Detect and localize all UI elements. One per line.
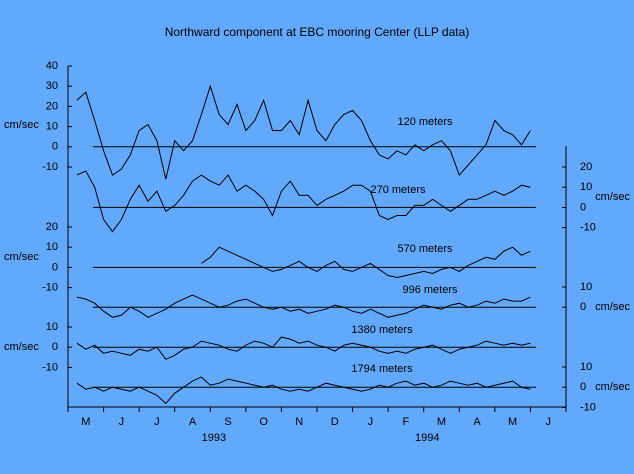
year-label: 1993 (202, 432, 226, 444)
x-tick-label: M (437, 416, 446, 428)
x-tick-label: O (259, 416, 268, 428)
y-tick-label: 30 (46, 80, 58, 92)
y-tick-label: 10 (580, 181, 592, 193)
y-axis-label: cm/sec (595, 381, 630, 393)
y-tick-label: 0 (52, 141, 58, 153)
y-tick-label: 0 (580, 381, 586, 393)
y-tick-label: 20 (580, 161, 592, 173)
y-axis-label: cm/sec (4, 119, 39, 131)
series-line (76, 376, 531, 405)
series-line (76, 294, 531, 318)
series-label: 270 meters (370, 184, 426, 196)
x-tick-label: J (368, 416, 374, 428)
x-tick-label: M (508, 416, 517, 428)
series-label: 1380 meters (351, 324, 413, 336)
x-tick-label: A (473, 416, 481, 428)
x-tick-label: S (224, 416, 231, 428)
x-tick-label: A (189, 416, 197, 428)
y-tick-label: 10 (46, 121, 58, 133)
chart-title: Northward component at EBC mooring Cente… (165, 25, 470, 39)
series-label: 570 meters (397, 243, 453, 255)
y-tick-label: -10 (580, 401, 596, 413)
y-tick-label: -10 (42, 361, 58, 373)
y-axis-label: cm/sec (4, 251, 39, 263)
x-tick-label: D (331, 416, 339, 428)
x-tick-label: M (81, 416, 90, 428)
y-tick-label: 0 (580, 201, 586, 213)
series-line (76, 336, 531, 360)
y-axis-label: cm/sec (595, 191, 630, 203)
year-label: 1994 (415, 432, 439, 444)
y-tick-label: 0 (52, 261, 58, 273)
y-tick-label: -10 (580, 222, 596, 234)
x-tick-label: N (295, 416, 303, 428)
y-tick-label: 0 (52, 341, 58, 353)
y-tick-label: 0 (580, 301, 586, 313)
x-tick-label: F (403, 416, 410, 428)
series-label: 1794 meters (351, 363, 413, 375)
x-tick-label: J (545, 416, 551, 428)
x-tick-label: J (154, 416, 160, 428)
y-tick-label: 20 (46, 100, 58, 112)
series-line (201, 246, 531, 279)
y-tick-label: 10 (46, 241, 58, 253)
y-tick-label: 40 (46, 60, 58, 72)
y-tick-label: 10 (580, 281, 592, 293)
y-tick-label: 20 (46, 221, 58, 233)
y-tick-label: -10 (42, 282, 58, 294)
series-line (76, 84, 531, 180)
y-tick-label: 10 (580, 361, 592, 373)
y-axis-label: cm/sec (595, 301, 630, 313)
series-label: 996 meters (402, 284, 458, 296)
y-tick-label: -10 (42, 161, 58, 173)
y-axis-label: cm/sec (4, 341, 39, 353)
x-tick-label: J (119, 416, 125, 428)
y-tick-label: 10 (46, 321, 58, 333)
series-line (76, 170, 531, 233)
series-label: 120 meters (397, 116, 453, 128)
